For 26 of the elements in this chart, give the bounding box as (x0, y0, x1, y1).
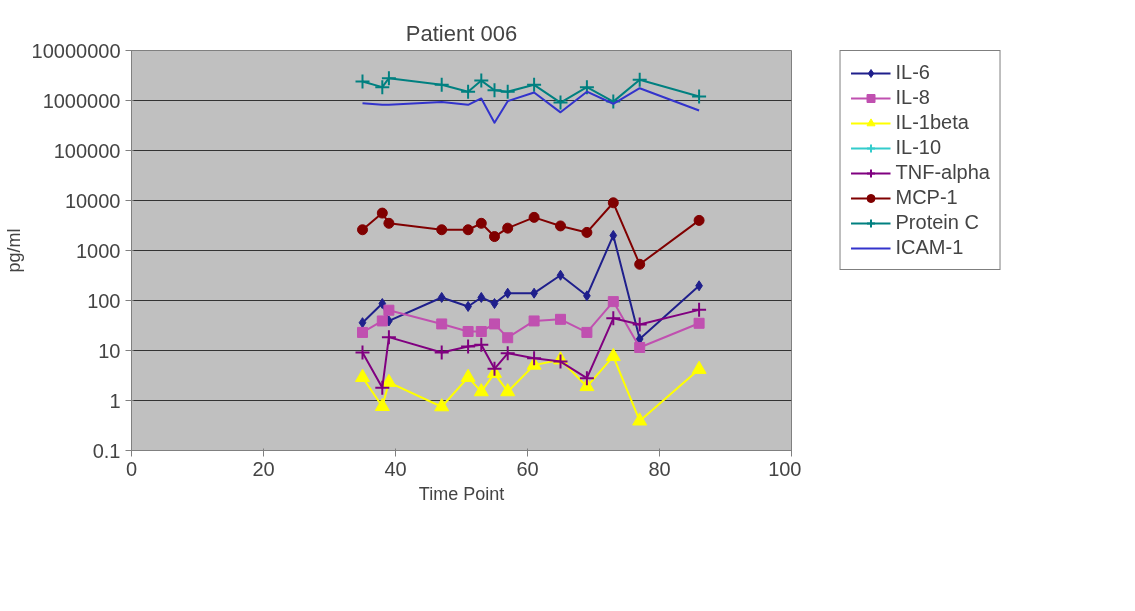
y-tick-label: 1 (109, 389, 121, 412)
x-tick-label: 20 (252, 457, 275, 480)
x-tick-label: 40 (384, 457, 407, 480)
x-tick-label: 100 (768, 457, 802, 480)
x-tick-label: 80 (648, 457, 671, 480)
y-axis-title: pg/ml (3, 228, 24, 273)
x-tick-label: 0 (125, 457, 138, 480)
legend-label: TNF-alpha (895, 161, 990, 184)
legend-label: Protein C (895, 211, 979, 234)
legend-label: IL-1beta (895, 111, 969, 134)
legend-label: ICAM-1 (895, 236, 964, 259)
y-tick-label: 10000000 (31, 39, 121, 62)
y-tick-label: 100 (87, 289, 121, 312)
legend-label: MCP-1 (895, 186, 958, 209)
x-tick-label: 60 (516, 457, 539, 480)
chart-title: Patient 006 (405, 20, 518, 46)
y-tick-label: 10000 (64, 189, 121, 212)
y-tick-label: 100000 (53, 139, 121, 162)
y-tick-label: 1000000 (42, 89, 121, 112)
x-axis-title: Time Point (418, 483, 505, 504)
y-tick-label: 1000 (76, 239, 121, 262)
legend-label: IL-10 (895, 136, 942, 159)
legend-label: IL-8 (895, 86, 930, 109)
y-tick-label: 0.1 (92, 439, 121, 462)
legend-label: IL-6 (895, 61, 930, 84)
y-tick-label: 10 (98, 339, 121, 362)
